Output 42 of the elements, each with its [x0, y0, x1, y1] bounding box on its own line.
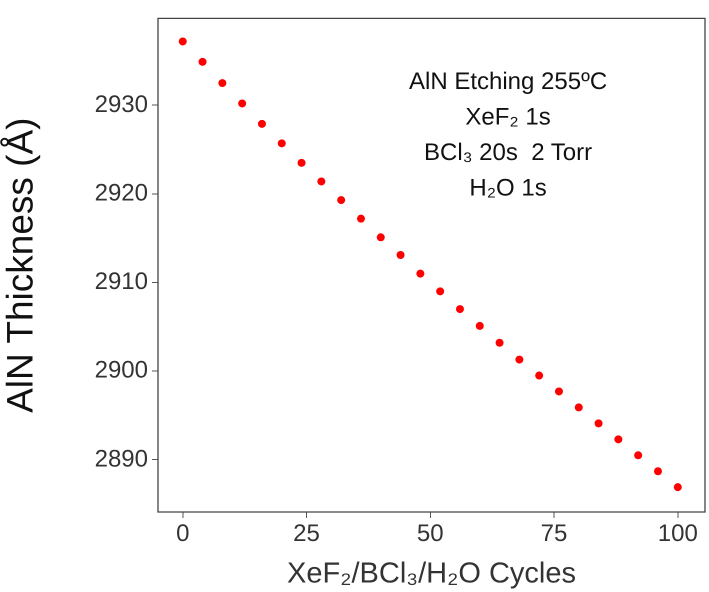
point — [535, 372, 544, 380]
point — [594, 419, 603, 428]
point — [178, 37, 187, 46]
point — [376, 233, 385, 242]
point — [396, 251, 405, 260]
point — [634, 451, 642, 460]
point — [456, 305, 464, 314]
point — [554, 387, 563, 396]
point — [436, 287, 444, 296]
x-tick-label: 100 — [658, 520, 698, 548]
point — [614, 435, 622, 444]
point — [258, 120, 266, 128]
point — [674, 483, 682, 492]
y-tick-label: 2920 — [94, 179, 148, 206]
point — [515, 356, 524, 364]
point — [476, 322, 484, 330]
point — [238, 99, 246, 108]
y-axis-title: AlN Thickness (Å) — [0, 118, 40, 413]
y-tick-label: 2890 — [94, 445, 148, 472]
point — [317, 177, 326, 186]
point — [496, 338, 504, 347]
annotation: AlN Etching 255ºC — [408, 68, 608, 96]
y-tick-label: 2910 — [94, 268, 148, 296]
point — [278, 139, 286, 148]
x-axis-title: XeF₂/BCl₃/H₂O Cycles — [287, 558, 576, 590]
point — [356, 214, 365, 223]
point — [198, 58, 207, 66]
annotation: XeF₂ 1s — [465, 104, 551, 131]
point — [416, 270, 424, 278]
x-tick-label: 0 — [176, 520, 190, 548]
x-tick-label: 25 — [293, 520, 320, 548]
point — [298, 158, 306, 167]
point — [574, 403, 583, 412]
x-tick-label: 75 — [540, 520, 568, 548]
y-tick-label: 2930 — [94, 90, 148, 118]
annotation: BCl₃ 20s 2 Torr — [424, 139, 592, 166]
point — [654, 467, 662, 476]
annotation: H₂O 1s — [469, 174, 547, 202]
point — [337, 196, 346, 204]
y-tick-label: 2900 — [94, 356, 148, 384]
point — [218, 79, 226, 88]
x-tick-label: 50 — [416, 520, 444, 548]
